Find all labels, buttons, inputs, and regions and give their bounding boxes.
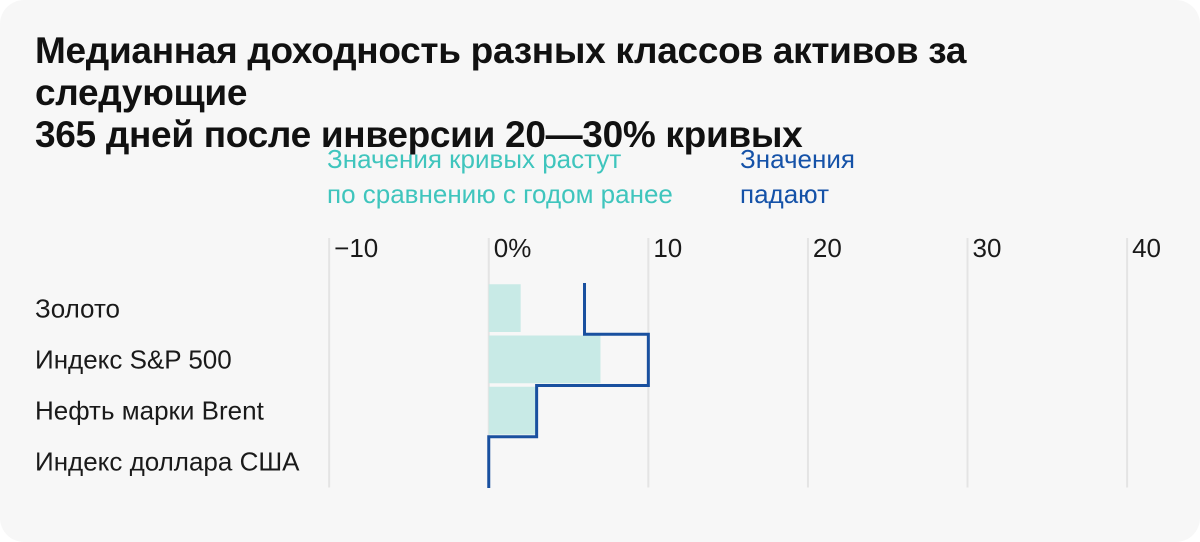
x-tick-label: 0% bbox=[494, 233, 532, 263]
legend-fall-label: Значения падают bbox=[740, 144, 855, 209]
fall-step-line bbox=[487, 283, 650, 488]
legend-grow-label: Значения кривых растут по сравнению с го… bbox=[327, 144, 673, 209]
category-label: Золото bbox=[35, 293, 121, 324]
page-title: Медианная доходность разных классов акти… bbox=[35, 30, 967, 155]
bar-grow bbox=[488, 386, 537, 435]
category-label: Индекс S&P 500 bbox=[35, 344, 232, 375]
x-tick-label: 30 bbox=[973, 233, 1002, 263]
category-label: Индекс доллара США bbox=[35, 446, 300, 477]
bar-grow bbox=[488, 335, 601, 384]
category-label: Нефть марки Brent bbox=[35, 395, 264, 426]
x-tick-label: 10 bbox=[653, 233, 682, 263]
x-tick-label: 40 bbox=[1132, 233, 1161, 263]
bar-grow bbox=[488, 284, 521, 332]
x-tick-label: −10 bbox=[334, 233, 378, 263]
x-tick-label: 20 bbox=[813, 233, 842, 263]
